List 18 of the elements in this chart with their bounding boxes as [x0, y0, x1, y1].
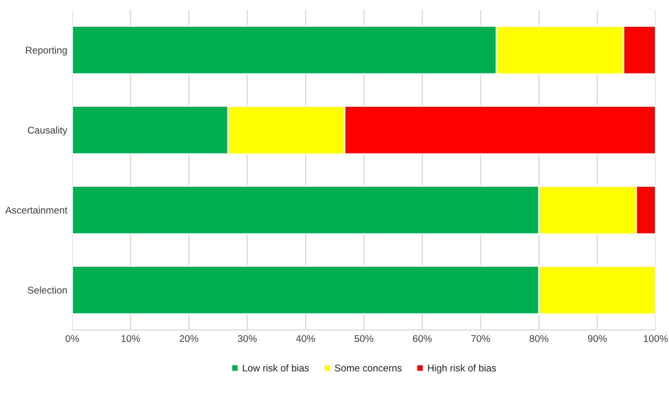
x-tick-label: 90% — [588, 335, 607, 342]
y-tick-label: Causality — [28, 126, 68, 136]
x-tick-label: 50% — [354, 335, 374, 342]
x-tick-label: 70% — [471, 335, 490, 342]
x-tick-label: 0% — [66, 335, 79, 342]
y-tick-label: Ascertainment — [5, 206, 68, 214]
x-tick-label: 20% — [180, 335, 198, 342]
x-tick-label: 100% — [644, 335, 668, 342]
x-tick-label: 30% — [238, 335, 257, 342]
x-tick-label: 80% — [530, 335, 548, 342]
x-tick-label: 60% — [413, 335, 432, 342]
legend-label: Low risk of bias — [242, 364, 309, 372]
y-tick-label: Selection — [28, 286, 67, 294]
x-tick-label: 10% — [122, 335, 140, 342]
legend-label: High risk of bias — [428, 364, 496, 374]
x-tick-label: 40% — [296, 335, 315, 342]
legend-label: Some concerns — [334, 364, 402, 372]
y-tick-label: Reporting — [26, 46, 67, 56]
